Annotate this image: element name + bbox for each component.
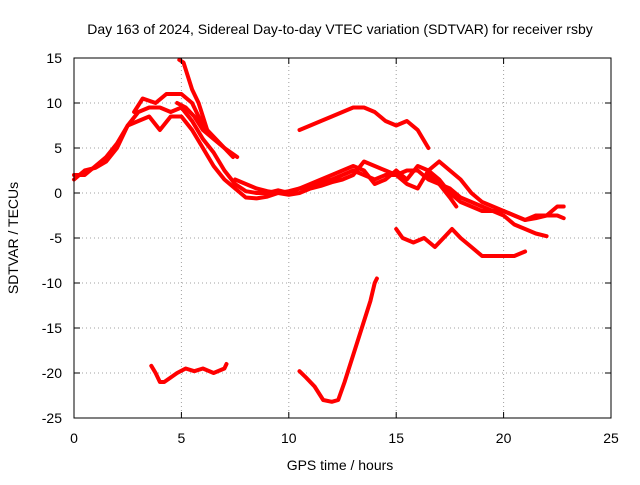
x-tick-label: 20	[496, 430, 512, 446]
y-tick-label: -20	[42, 365, 62, 381]
y-tick-label: -10	[42, 275, 62, 291]
y-tick-label: 15	[46, 50, 62, 66]
axes: 0 5 10 15 20 25 -25 -20 -15 -10 -5 0 5 10 15	[42, 50, 619, 446]
chart-title: Day 163 of 2024, Sidereal Day-to-day VTE…	[87, 21, 593, 37]
y-tick-label: 0	[54, 185, 62, 201]
y-tick-label: 10	[46, 95, 62, 111]
y-tick-label: -5	[50, 230, 63, 246]
series-line-7	[426, 173, 459, 209]
series-line-11	[297, 276, 379, 404]
y-tick-label: -25	[42, 410, 62, 426]
x-tick-label: 5	[178, 430, 186, 446]
grid	[74, 58, 611, 418]
series-line-6	[177, 57, 210, 132]
series-line-9	[394, 227, 528, 258]
x-tick-label: 0	[70, 430, 78, 446]
x-tick-label: 25	[603, 430, 619, 446]
series-line-8	[297, 105, 431, 150]
y-tick-label: -15	[42, 320, 62, 336]
x-tick-label: 10	[281, 430, 297, 446]
x-axis-label: GPS time / hours	[287, 457, 394, 473]
series-line-10	[149, 362, 229, 384]
y-tick-label: 5	[54, 140, 62, 156]
x-tick-label: 15	[388, 430, 404, 446]
series-line-1	[72, 105, 566, 222]
series-line-5	[175, 101, 240, 159]
series-line-2	[72, 114, 549, 239]
series-line-4	[233, 159, 566, 222]
y-axis-label: SDTVAR / TECUs	[5, 182, 21, 294]
series-layer	[72, 57, 566, 404]
